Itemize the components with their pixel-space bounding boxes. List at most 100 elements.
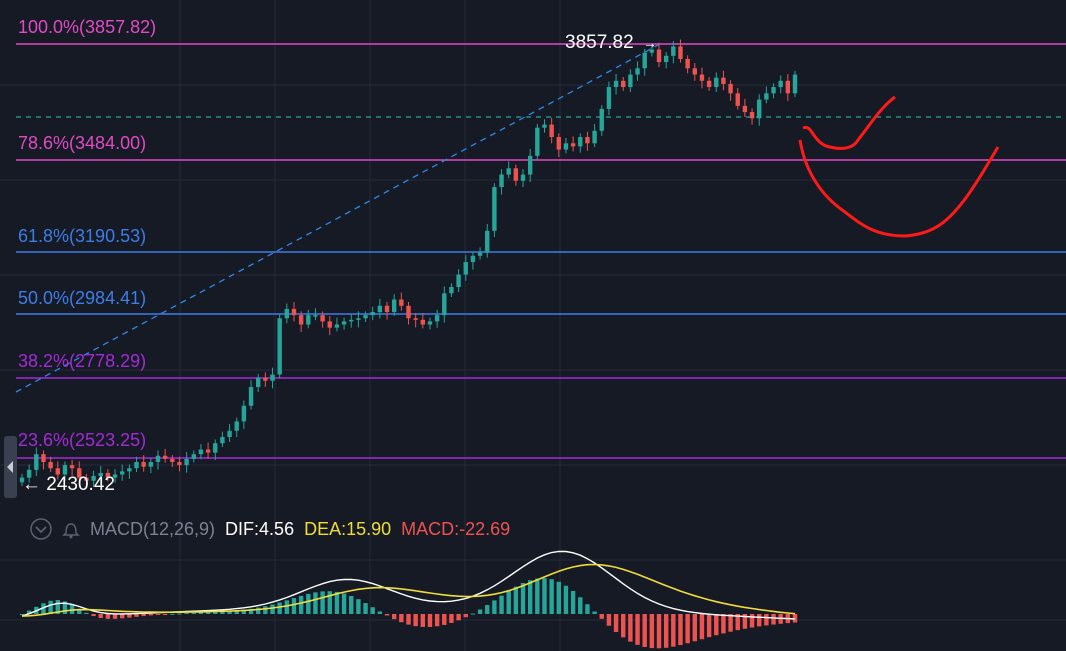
candle-body bbox=[735, 93, 740, 106]
candle-body bbox=[463, 262, 468, 275]
candle-body bbox=[663, 55, 669, 63]
macd-histogram-bar bbox=[721, 614, 726, 634]
macd-histogram-bar bbox=[792, 614, 798, 623]
candle-body bbox=[642, 52, 647, 69]
fib-label-382: 38.2%(2778.29) bbox=[18, 351, 147, 371]
macd-histogram-bar bbox=[492, 600, 497, 614]
candle-body bbox=[298, 315, 304, 325]
macd-histogram-bar bbox=[55, 600, 60, 614]
alarm-bell-icon[interactable] bbox=[60, 518, 82, 540]
candle-body bbox=[592, 130, 597, 144]
candle-body bbox=[656, 49, 662, 63]
macd-histogram-bar bbox=[213, 611, 218, 614]
candle-body bbox=[170, 458, 175, 463]
macd-histogram-bar bbox=[764, 614, 769, 626]
macd-histogram-bar bbox=[692, 614, 697, 642]
macd-value: MACD:-22.69 bbox=[401, 518, 511, 539]
candle-body bbox=[391, 299, 397, 313]
candle-body bbox=[134, 462, 139, 469]
candle-body bbox=[728, 83, 733, 94]
macd-histogram-bar bbox=[77, 608, 82, 614]
macd-histogram-bar bbox=[377, 611, 383, 614]
candle-body bbox=[62, 465, 68, 475]
macd-histogram-bar bbox=[527, 580, 533, 614]
dif-value: DIF:4.56 bbox=[225, 518, 295, 539]
macd-histogram-bar bbox=[442, 614, 447, 625]
candle-body bbox=[485, 230, 490, 253]
macd-histogram-bar bbox=[477, 609, 483, 614]
macd-histogram-bar bbox=[341, 593, 347, 614]
candle-body bbox=[26, 469, 32, 478]
candle-body bbox=[377, 305, 383, 313]
macd-histogram-bar bbox=[499, 595, 504, 614]
candle-body bbox=[313, 315, 318, 317]
macd-histogram-bar bbox=[656, 614, 662, 649]
macd-histogram-bar bbox=[606, 614, 612, 626]
candle-body bbox=[399, 299, 404, 306]
candle-body bbox=[370, 312, 375, 316]
macd-histogram-bar bbox=[48, 600, 53, 614]
macd-histogram-bar bbox=[735, 614, 740, 631]
candle-body bbox=[420, 319, 426, 325]
macd-histogram-bar bbox=[284, 600, 290, 614]
macd-histogram-bar bbox=[706, 614, 712, 638]
macd-histogram-bar bbox=[685, 614, 690, 644]
macd-histogram-bar bbox=[198, 612, 204, 614]
candle-body bbox=[542, 124, 547, 128]
candle-body bbox=[671, 46, 676, 56]
candle-body bbox=[306, 315, 311, 325]
candle-body bbox=[520, 174, 526, 181]
macd-histogram-bar bbox=[485, 605, 490, 614]
macd-histogram-bar bbox=[556, 581, 562, 614]
macd-histogram-bar bbox=[642, 614, 647, 647]
macd-histogram-bar bbox=[263, 606, 268, 614]
candle-body bbox=[449, 287, 454, 294]
candle-body bbox=[427, 321, 433, 325]
candle-body bbox=[277, 318, 282, 375]
macd-histogram-bar bbox=[356, 599, 361, 614]
macd-histogram-bar bbox=[148, 614, 154, 616]
macd-histogram-bar bbox=[391, 614, 397, 620]
macd-histogram-bar bbox=[578, 597, 583, 614]
macd-histogram-bar bbox=[120, 614, 125, 619]
candle-body bbox=[19, 477, 25, 483]
macd-histogram-bar bbox=[742, 614, 748, 629]
macd-histogram-bar bbox=[384, 614, 390, 616]
macd-histogram-bar bbox=[513, 586, 519, 614]
macd-histogram-bar bbox=[241, 609, 247, 614]
candle-body bbox=[34, 454, 39, 470]
macd-histogram-bar bbox=[155, 614, 161, 615]
candle-body bbox=[628, 74, 633, 88]
candle-body bbox=[456, 274, 461, 288]
macd-histogram-bar bbox=[671, 614, 676, 647]
panel-collapse-handle[interactable] bbox=[4, 436, 17, 498]
macd-histogram-bar bbox=[105, 614, 111, 619]
macd-histogram-bar bbox=[449, 614, 454, 623]
candle-body bbox=[291, 308, 297, 316]
candle-body bbox=[263, 377, 268, 381]
candle-body bbox=[69, 465, 75, 469]
candle-body bbox=[563, 143, 569, 150]
candle-body bbox=[470, 255, 476, 263]
macd-histogram-bar bbox=[363, 603, 368, 614]
candle-body bbox=[556, 137, 562, 150]
candle-body bbox=[513, 168, 519, 181]
candle-body bbox=[413, 318, 418, 320]
candle-body bbox=[699, 74, 705, 81]
candle-body bbox=[649, 49, 655, 53]
dea-value: DEA:15.90 bbox=[304, 518, 392, 539]
candle-body bbox=[255, 377, 261, 388]
macd-histogram-bar bbox=[327, 591, 332, 614]
candle-body bbox=[685, 58, 690, 69]
macd-histogram-bar bbox=[649, 614, 655, 649]
macd-histogram-bar bbox=[370, 607, 375, 614]
candle-body bbox=[792, 74, 798, 94]
macd-histogram-bar bbox=[220, 611, 225, 614]
eye-off-icon[interactable] bbox=[30, 518, 52, 540]
macd-histogram-bar bbox=[592, 611, 597, 614]
large-red-curve bbox=[798, 139, 1000, 238]
macd-histogram-bar bbox=[628, 614, 633, 642]
macd-histogram-bar bbox=[434, 614, 440, 627]
